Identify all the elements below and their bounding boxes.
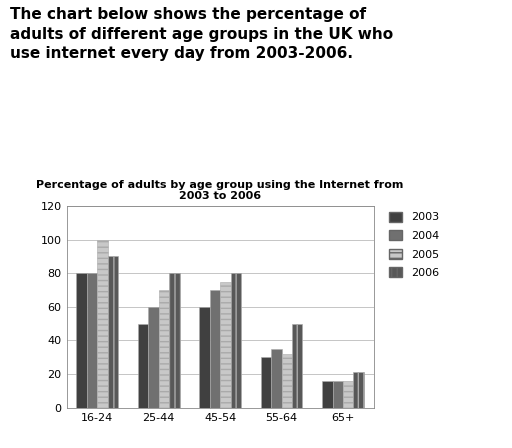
Bar (333, 381, 343, 408)
Bar (343, 381, 353, 408)
Bar (87, 273, 97, 408)
Bar (230, 273, 241, 408)
Bar (169, 273, 180, 408)
Bar (282, 354, 292, 408)
Text: The chart below shows the percentage of
adults of different age groups in the UK: The chart below shows the percentage of … (10, 7, 393, 61)
Bar (76, 273, 87, 408)
Bar (292, 323, 303, 408)
Bar (97, 240, 108, 408)
Bar (159, 290, 169, 408)
Bar (271, 349, 282, 408)
Title: Percentage of adults by age group using the Internet from
2003 to 2006: Percentage of adults by age group using … (36, 180, 404, 201)
Bar (210, 290, 220, 408)
Bar (261, 358, 271, 408)
Legend: 2003, 2004, 2005, 2006: 2003, 2004, 2005, 2006 (389, 211, 439, 278)
Bar (148, 307, 159, 408)
Bar (108, 256, 118, 408)
Bar (322, 381, 333, 408)
Bar (353, 372, 364, 408)
Bar (199, 307, 210, 408)
Bar (138, 323, 148, 408)
Bar (220, 282, 230, 408)
